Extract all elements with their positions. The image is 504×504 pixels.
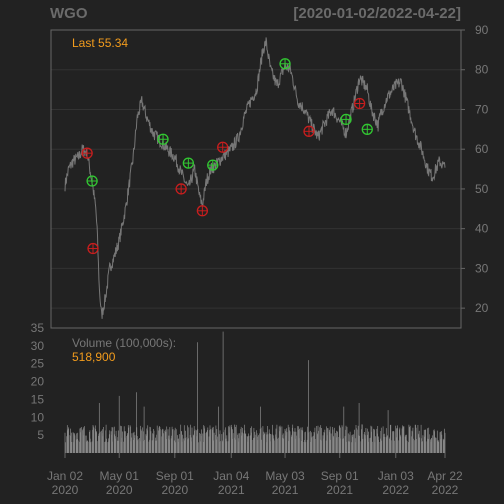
red-signal-marker <box>217 141 229 153</box>
x-tick-label: May 01 <box>100 469 140 483</box>
volume-tick-label: 20 <box>31 375 45 389</box>
green-signal-marker <box>279 58 291 70</box>
y-axes: 20 30 40 50 60 70 80 90 5 10 15 20 25 30 35 <box>31 23 489 442</box>
volume-series <box>64 331 446 453</box>
x-tick-year: 2022 <box>432 483 459 497</box>
green-signal-marker <box>340 113 352 126</box>
price-tick-label: 20 <box>475 301 489 315</box>
red-signal-marker <box>87 242 99 255</box>
price-tick-label: 90 <box>475 23 489 37</box>
chart-symbol-title: WGO <box>50 5 88 22</box>
volume-value: 518,900 <box>72 350 116 364</box>
green-signal-marker <box>182 157 195 169</box>
price-series <box>64 37 446 319</box>
green-signal-marker <box>361 123 373 135</box>
green-signal-marker <box>86 175 98 187</box>
volume-tick-label: 25 <box>31 357 45 371</box>
x-tick-label: May 03 <box>265 469 305 483</box>
x-tick-label: Sep 01 <box>321 469 359 483</box>
x-tick-label: Apr 22 <box>427 469 463 483</box>
price-tick-label: 60 <box>475 142 489 156</box>
price-line <box>64 37 446 319</box>
x-tick-year: 2021 <box>218 483 245 497</box>
price-tick-label: 40 <box>475 222 489 236</box>
signal-markers <box>81 58 373 255</box>
price-tick-label: 70 <box>475 102 489 116</box>
red-signal-marker <box>196 205 209 217</box>
x-tick-year: 2020 <box>106 483 133 497</box>
last-price-label: Last 55.34 <box>72 36 128 50</box>
red-signal-marker <box>81 147 93 159</box>
x-tick-label: Jan 03 <box>378 469 414 483</box>
price-tick-label: 50 <box>475 182 489 196</box>
price-tick-label: 30 <box>475 261 489 275</box>
x-tick-year: 2020 <box>161 483 188 497</box>
x-tick-label: Jan 02 <box>47 469 83 483</box>
volume-tick-label: 15 <box>31 392 45 406</box>
volume-tick-label: 10 <box>31 410 45 424</box>
x-tick-label: Sep 01 <box>156 469 194 483</box>
volume-tick-label: 30 <box>31 339 45 353</box>
green-signal-marker <box>207 159 219 171</box>
red-signal-marker <box>303 125 315 137</box>
x-tick-year: 2020 <box>52 483 79 497</box>
x-tick-label: Jan 04 <box>213 469 249 483</box>
chart-date-range: [2020-01-02/2022-04-22] <box>293 5 461 22</box>
price-panel-frame <box>50 29 462 329</box>
volume-label: Volume (100,000s): <box>72 336 176 350</box>
volume-tick-label: 5 <box>37 428 44 442</box>
price-tick-label: 80 <box>475 63 489 77</box>
x-tick-year: 2021 <box>272 483 299 497</box>
red-signal-marker <box>175 183 187 195</box>
x-tick-year: 2022 <box>382 483 409 497</box>
x-tick-year: 2021 <box>326 483 353 497</box>
volume-tick-label: 35 <box>31 321 45 335</box>
red-signal-marker <box>353 97 366 110</box>
green-signal-marker <box>157 133 169 145</box>
